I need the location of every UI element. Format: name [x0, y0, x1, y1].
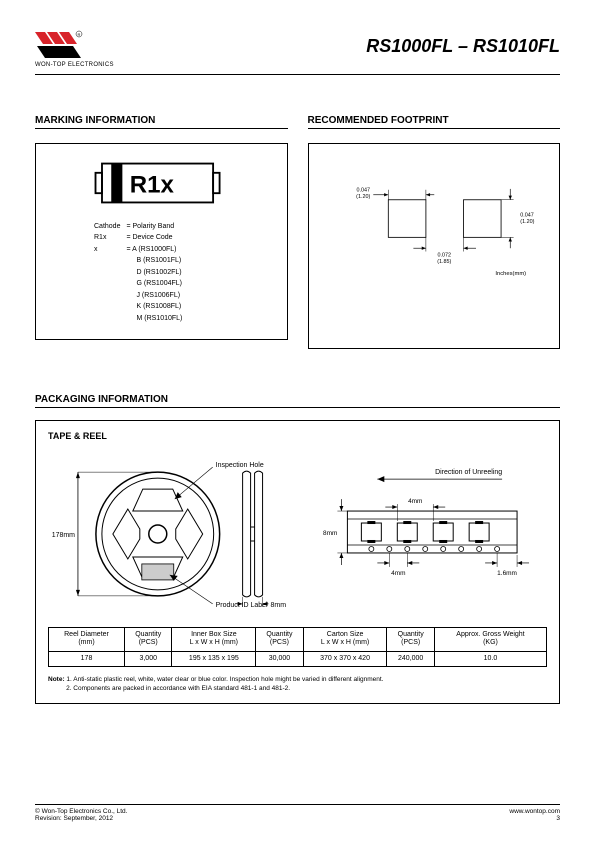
svg-text:Product ID Label: Product ID Label — [216, 602, 268, 609]
packaging-table: Reel Diameter(mm) Quantity(PCS) Inner Bo… — [48, 627, 547, 667]
marking-diagram: R1x — [46, 158, 277, 208]
svg-text:(1.20): (1.20) — [520, 219, 534, 225]
legend-cathode-label: Cathode — [94, 222, 124, 231]
footer-right: www.wontop.com 3 — [509, 808, 560, 822]
svg-text:8mm: 8mm — [323, 530, 337, 537]
svg-text:4mm: 4mm — [408, 498, 422, 505]
th-2: Inner Box SizeL x W x H (mm) — [172, 628, 256, 652]
packaging-box: TAPE & REEL — [35, 420, 560, 704]
svg-text:0.047: 0.047 — [356, 187, 370, 193]
legend-x-5: K (RS1008FL) — [126, 302, 186, 311]
td-1: 3,000 — [125, 651, 172, 666]
footprint-diagram: 0.047 (1.20) 0.072 (1.85) — [319, 158, 550, 300]
legend-x-0: = A (RS1000FL) — [126, 245, 186, 254]
packaging-heading: PACKAGING INFORMATION — [35, 394, 560, 408]
svg-text:(1.20): (1.20) — [356, 194, 370, 200]
svg-text:4mm: 4mm — [391, 570, 405, 577]
svg-text:8mm: 8mm — [271, 602, 287, 609]
marking-section: MARKING INFORMATION R1x Cathode = Polari… — [35, 115, 288, 349]
footer-revision: Revision: September, 2012 — [35, 815, 127, 822]
marking-code: R1x — [130, 171, 175, 198]
legend-x-3: G (RS1004FL) — [126, 279, 186, 288]
marking-legend: Cathode = Polarity Band R1x = Device Cod… — [92, 220, 188, 325]
tape-reel-heading: TAPE & REEL — [48, 431, 547, 441]
legend-r1x-label: R1x — [94, 233, 124, 242]
svg-text:Inches(mm): Inches(mm) — [495, 271, 526, 277]
packaging-diagram: 178mm Inspection Hole Product ID Label — [48, 449, 547, 619]
th-0: Reel Diameter(mm) — [49, 628, 125, 652]
note-2: 2. Components are packed in accordance w… — [66, 685, 290, 692]
legend-x-2: D (RS1002FL) — [126, 268, 186, 277]
td-0: 178 — [49, 651, 125, 666]
legend-r1x-val: = Device Code — [126, 233, 186, 242]
note-label: Note: — [48, 676, 65, 683]
td-4: 370 x 370 x 420 — [303, 651, 387, 666]
footer-copyright: © Won-Top Electronics Co., Ltd. — [35, 808, 127, 815]
td-6: 10.0 — [434, 651, 546, 666]
packaging-note: Note: 1. Anti-static plastic reel, white… — [48, 675, 547, 693]
td-5: 240,000 — [387, 651, 434, 666]
legend-cathode-val: = Polarity Band — [126, 222, 186, 231]
footprint-section: RECOMMENDED FOOTPRINT 0.047 (1.20) — [308, 115, 561, 349]
th-4: Carton SizeL x W x H (mm) — [303, 628, 387, 652]
th-1: Quantity(PCS) — [125, 628, 172, 652]
footprint-heading: RECOMMENDED FOOTPRINT — [308, 115, 561, 129]
svg-text:Inspection Hole: Inspection Hole — [216, 462, 264, 469]
svg-text:1.6mm: 1.6mm — [497, 570, 517, 577]
footer-left: © Won-Top Electronics Co., Ltd. Revision… — [35, 808, 127, 822]
svg-text:178mm: 178mm — [52, 532, 75, 539]
company-name: WON-TOP ELECTRONICS — [35, 62, 114, 68]
header-rule — [35, 74, 560, 75]
svg-text:R: R — [78, 32, 81, 37]
svg-text:0.072: 0.072 — [437, 253, 451, 259]
legend-x-6: M (RS1010FL) — [126, 314, 186, 323]
legend-x-4: J (RS1006FL) — [126, 291, 186, 300]
th-5: Quantity(PCS) — [387, 628, 434, 652]
footer: © Won-Top Electronics Co., Ltd. Revision… — [35, 804, 560, 822]
logo-area: R WON-TOP ELECTRONICS — [35, 30, 114, 68]
footer-url: www.wontop.com — [509, 808, 560, 815]
th-3: Quantity(PCS) — [256, 628, 303, 652]
th-6: Approx. Gross Weight(KG) — [434, 628, 546, 652]
td-2: 195 x 135 x 195 — [172, 651, 256, 666]
td-3: 30,000 — [256, 651, 303, 666]
svg-text:0.047: 0.047 — [520, 212, 534, 218]
legend-x-1: B (RS1001FL) — [126, 256, 186, 265]
svg-text:(1.85): (1.85) — [437, 259, 451, 265]
company-logo: R — [35, 30, 95, 60]
page-title: RS1000FL – RS1010FL — [366, 36, 560, 57]
note-1: 1. Anti-static plastic reel, white, wate… — [66, 676, 383, 683]
header: R WON-TOP ELECTRONICS RS1000FL – RS1010F… — [35, 30, 560, 68]
marking-heading: MARKING INFORMATION — [35, 115, 288, 129]
legend-x-label: x — [94, 245, 124, 254]
svg-text:Direction of Unreeling: Direction of Unreeling — [435, 469, 502, 476]
footer-page-num: 3 — [509, 815, 560, 822]
